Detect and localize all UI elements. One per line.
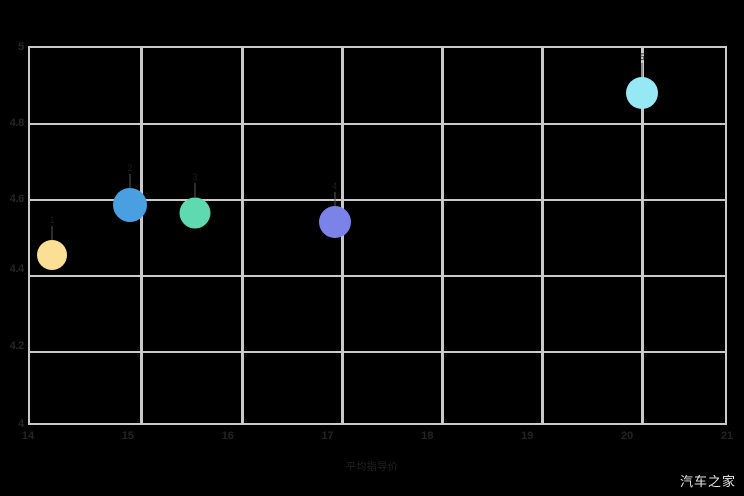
vertical-gridline	[241, 48, 244, 423]
x-tick-label: 15	[121, 430, 134, 442]
y-tick-label: 4.8	[9, 117, 25, 129]
bubble-leader-line	[129, 174, 131, 189]
watermark: 汽车之家	[679, 475, 736, 490]
bubble-label: 5	[639, 52, 645, 63]
data-point-bubble[interactable]	[318, 206, 351, 239]
y-tick-label: 4.4	[9, 263, 25, 275]
vertical-gridline	[641, 48, 644, 423]
y-tick-label: 5	[18, 41, 24, 53]
x-tick-label: 14	[21, 430, 35, 442]
horizontal-gridline	[30, 275, 725, 277]
vertical-gridline	[140, 48, 143, 423]
horizontal-gridline	[30, 199, 725, 201]
y-tick-label: 4.2	[9, 340, 25, 352]
bubble-leader-line	[194, 183, 196, 198]
data-point-bubble[interactable]	[112, 188, 147, 223]
bubble-label: 1	[49, 214, 55, 225]
x-tick-label: 21	[720, 430, 734, 442]
x-axis-title: 平均指导价	[345, 462, 399, 473]
plot-area: 1 2 3 4 5	[28, 46, 727, 425]
y-tick-label: 4	[18, 418, 24, 430]
x-tick-label: 16	[221, 430, 234, 442]
bubble-label: 4	[332, 181, 337, 192]
bubble-leader-line	[51, 225, 53, 240]
bubble-leader-line	[334, 192, 336, 207]
data-point-bubble[interactable]	[36, 239, 67, 270]
vertical-gridline	[541, 48, 544, 423]
x-tick-label: 20	[621, 430, 634, 442]
bubble-label: 2	[127, 163, 133, 174]
y-tick-label: 4.6	[9, 193, 25, 205]
x-tick-label: 19	[521, 430, 534, 442]
horizontal-gridline	[30, 351, 725, 353]
horizontal-gridline	[30, 123, 725, 125]
data-point-bubble[interactable]	[626, 77, 659, 110]
vertical-gridline	[441, 48, 444, 423]
x-tick-label: 18	[421, 430, 434, 442]
x-tick-label: 17	[321, 430, 334, 442]
bubble-label: 3	[192, 172, 198, 183]
bubble-leader-line	[641, 63, 643, 78]
data-point-bubble[interactable]	[179, 197, 211, 229]
